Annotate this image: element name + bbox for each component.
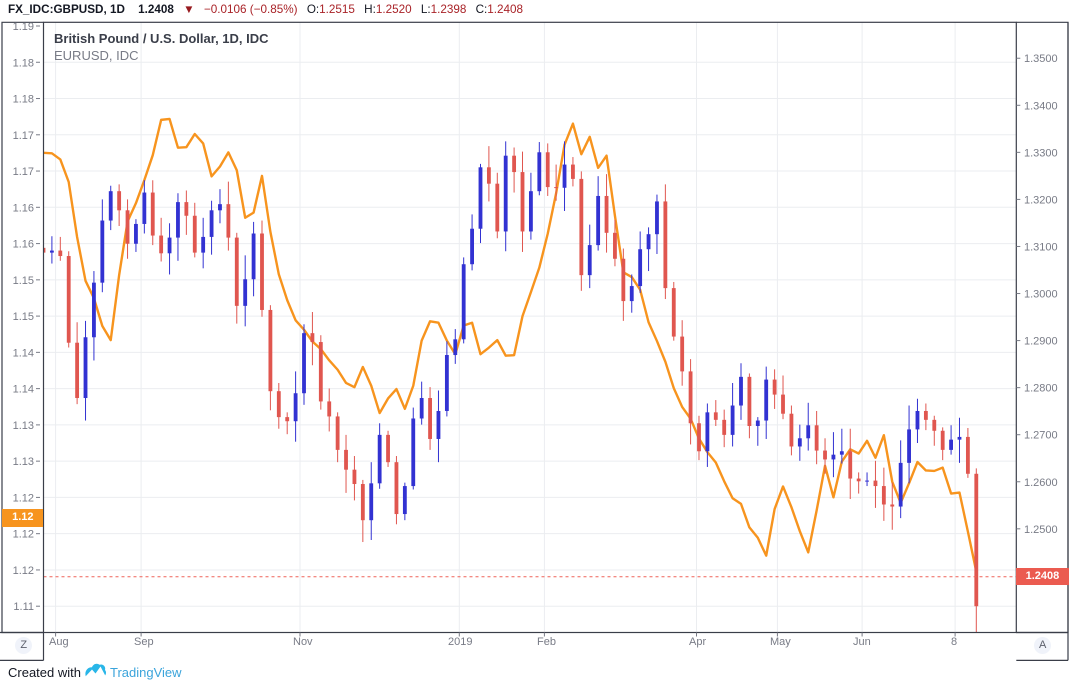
svg-text:1.16: 1.16 xyxy=(13,202,34,214)
svg-text:1.3200: 1.3200 xyxy=(1024,194,1058,206)
svg-text:1.12: 1.12 xyxy=(13,565,34,577)
svg-text:1.16: 1.16 xyxy=(13,239,34,251)
svg-text:1.19: 1.19 xyxy=(13,21,34,33)
svg-text:1.2700: 1.2700 xyxy=(1024,430,1058,442)
svg-text:1.12: 1.12 xyxy=(13,492,34,504)
svg-text:1.13: 1.13 xyxy=(13,420,34,432)
svg-text:1.2600: 1.2600 xyxy=(1024,477,1058,489)
svg-text:1.15: 1.15 xyxy=(13,311,34,323)
svg-text:1.17: 1.17 xyxy=(13,166,34,178)
svg-text:1.15: 1.15 xyxy=(13,275,34,287)
svg-text:1.18: 1.18 xyxy=(13,94,34,106)
svg-text:1.14: 1.14 xyxy=(13,384,34,396)
svg-text:1.3000: 1.3000 xyxy=(1024,289,1058,301)
svg-text:1.18: 1.18 xyxy=(13,57,34,69)
svg-text:1.12: 1.12 xyxy=(13,529,34,541)
svg-text:1.11: 1.11 xyxy=(13,601,34,613)
svg-text:1.3400: 1.3400 xyxy=(1024,100,1058,112)
svg-text:1.17: 1.17 xyxy=(13,130,34,142)
svg-text:1.3300: 1.3300 xyxy=(1024,147,1058,159)
svg-text:1.2500: 1.2500 xyxy=(1024,524,1058,536)
svg-text:1.14: 1.14 xyxy=(13,347,34,359)
svg-text:1.3100: 1.3100 xyxy=(1024,241,1058,253)
svg-text:1.2800: 1.2800 xyxy=(1024,383,1058,395)
svg-text:1.2900: 1.2900 xyxy=(1024,336,1058,348)
svg-text:1.3500: 1.3500 xyxy=(1024,53,1058,65)
svg-text:1.13: 1.13 xyxy=(13,456,34,468)
